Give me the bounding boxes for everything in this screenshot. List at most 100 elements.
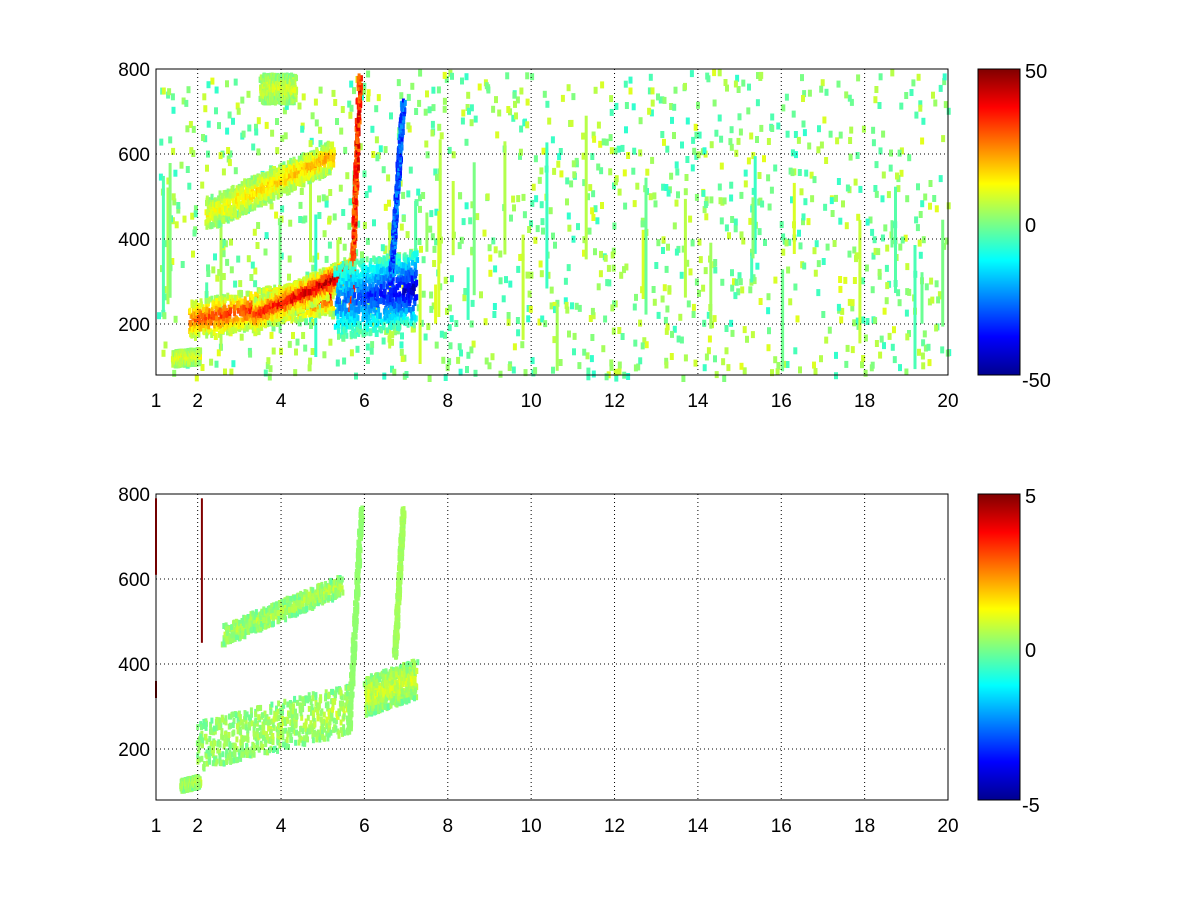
top-heatmap-cell [770, 125, 775, 132]
top-heatmap-cell [301, 300, 305, 307]
top-heatmap-cell [324, 200, 329, 208]
top-heatmap-cell [182, 215, 187, 223]
top-heatmap-cell [289, 157, 293, 164]
top-heatmap-cell [410, 82, 415, 90]
top-heatmap-cell [345, 265, 349, 272]
top-heatmap-cell [329, 141, 333, 148]
top-heatmap-cell [855, 317, 860, 325]
top-heatmap-cell [283, 179, 287, 186]
top-heatmap-cell [358, 143, 363, 151]
top-heatmap-cell [248, 179, 252, 186]
top-heatmap-cell [645, 168, 650, 176]
top-heatmap-cell [395, 268, 399, 275]
top-heatmap-cell [293, 292, 297, 299]
top-heatmap-cell [723, 79, 728, 86]
top-heatmap-cell [323, 155, 327, 162]
top-heatmap-cell [257, 186, 261, 193]
top-heatmap-cell [757, 172, 762, 179]
top-heatmap-cell [587, 227, 592, 235]
top-heatmap-cell [220, 192, 224, 199]
top-heatmap-cell [280, 173, 284, 180]
top-heatmap-cell [320, 144, 324, 151]
top-heatmap-cell [383, 247, 388, 255]
top-heatmap-cell [790, 149, 795, 157]
top-heatmap-cell [266, 298, 270, 305]
top-heatmap-cell [189, 324, 193, 331]
top-heatmap-cell [264, 232, 269, 240]
top-heatmap-cell [577, 362, 582, 370]
top-heatmap-cell [271, 307, 275, 314]
top-heatmap-cell [569, 180, 574, 188]
top-heatmap-cell [873, 317, 878, 325]
top-heatmap-cell [234, 321, 238, 328]
top-heatmap-cell [943, 101, 948, 109]
top-heatmap-cell [755, 136, 759, 143]
top-heatmap-cell [381, 258, 385, 265]
top-heatmap-cell [421, 290, 426, 298]
top-heatmap-cell [304, 175, 308, 181]
top-heatmap-cell [633, 339, 638, 347]
top-heatmap-cell [350, 261, 354, 268]
top-heatmap-cell [801, 218, 805, 226]
top-heatmap-cell [221, 295, 224, 302]
top-heatmap-cell [491, 237, 496, 245]
top-heatmap-cell [523, 369, 528, 377]
top-heatmap-cell [425, 151, 430, 159]
top-heatmap-cell [220, 209, 224, 216]
top-heatmap-cell [582, 179, 587, 187]
top-heatmap-cell [899, 102, 904, 110]
top-heatmap-cell [493, 265, 498, 273]
top-heatmap-cell [328, 338, 333, 346]
top-heatmap-cell [724, 224, 729, 232]
top-heatmap-cell [390, 241, 394, 248]
top-heatmap-cell [318, 86, 323, 94]
top-heatmap-cell [836, 303, 841, 311]
top-heatmap-cell [402, 312, 406, 319]
top-heatmap-cell [447, 358, 452, 366]
top-heatmap-cell [349, 286, 353, 293]
top-heatmap-cell [717, 183, 722, 191]
top-heatmap-cell [459, 349, 463, 357]
top-heatmap-cell [414, 108, 419, 115]
top-heatmap-cell [376, 287, 380, 294]
top-heatmap-cell [445, 364, 450, 372]
top-heatmap-cell [886, 191, 891, 199]
top-heatmap-cell [282, 107, 287, 115]
top-heatmap-cell [473, 369, 478, 377]
top-heatmap-cell [365, 343, 370, 351]
top-heatmap-cell [858, 185, 863, 193]
top-heatmap-cell [537, 176, 542, 184]
top-heatmap-cell [378, 145, 383, 153]
top-heatmap-cell [336, 295, 340, 302]
top-heatmap-cell [203, 135, 208, 143]
top-heatmap-cell [430, 129, 435, 137]
top-heatmap-cell [686, 300, 691, 308]
top-heatmap-cell [240, 96, 245, 104]
top-heatmap-cell [280, 205, 285, 213]
top-heatmap-cell [530, 73, 535, 81]
top-heatmap-cell [347, 100, 352, 108]
top-heatmap-cell [308, 283, 312, 290]
top-heatmap-cell [311, 170, 314, 177]
top-heatmap-cell [865, 218, 870, 226]
top-heatmap-cell [506, 106, 511, 113]
top-heatmap-cell [650, 156, 655, 164]
top-heatmap-cell [376, 279, 380, 286]
top-heatmap-cell [275, 189, 278, 195]
top-heatmap-cell [383, 256, 387, 263]
top-heatmap-cell [417, 99, 422, 107]
top-heatmap-cell [428, 225, 433, 233]
top-heatmap-cell [375, 293, 379, 299]
top-heatmap-cell [173, 315, 178, 323]
top-heatmap-cell [529, 220, 533, 228]
top-heatmap-cell [373, 287, 377, 294]
top-heatmap-cell [389, 305, 393, 312]
top-heatmap-cell [225, 210, 229, 216]
top-heatmap-cell [918, 251, 923, 259]
top-heatmap-cell [540, 315, 545, 323]
top-heatmap-cell [784, 239, 789, 247]
top-heatmap-cell [850, 304, 855, 312]
top-heatmap-cell [243, 325, 246, 332]
top-heatmap-cell [348, 198, 353, 206]
top-heatmap-cell [403, 296, 407, 303]
